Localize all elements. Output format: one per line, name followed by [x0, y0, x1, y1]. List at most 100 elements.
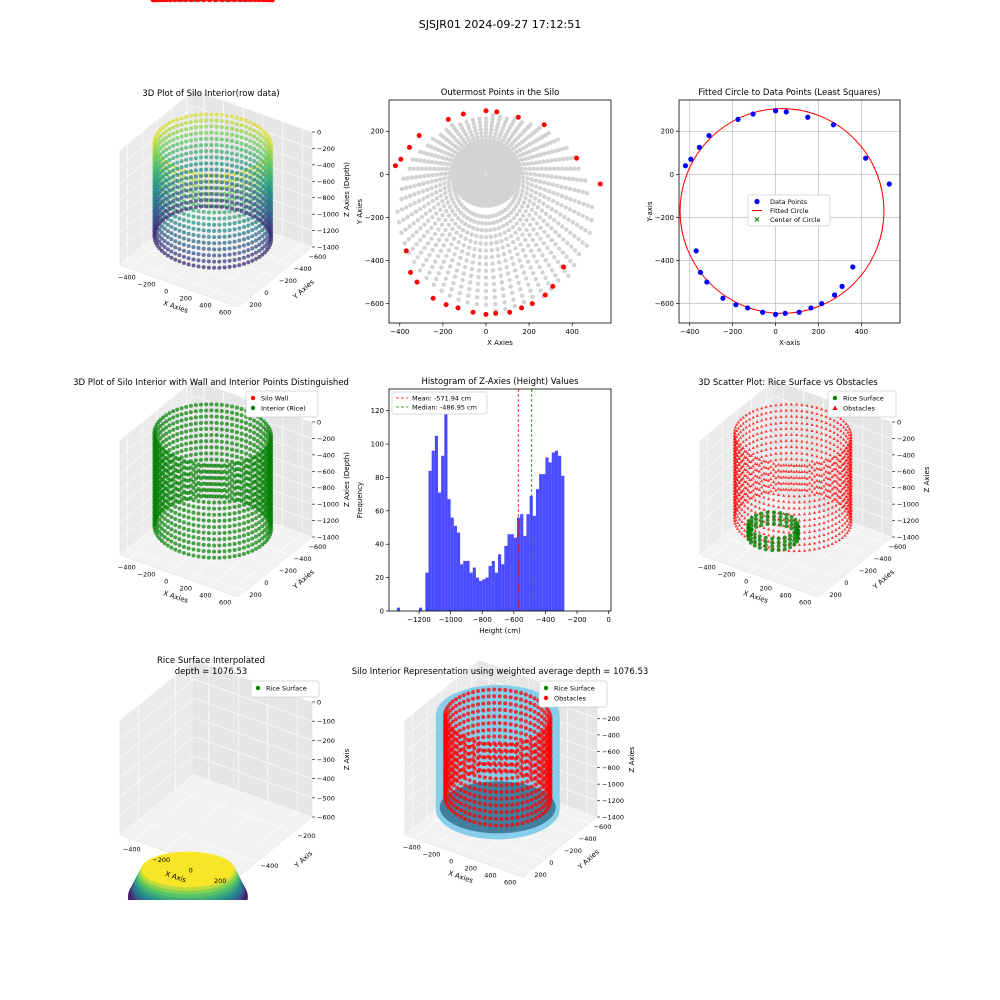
- interior-point: [248, 441, 253, 446]
- scan-point: [204, 161, 209, 166]
- grid-line: [193, 396, 313, 439]
- interior-point: [196, 536, 201, 541]
- interior-point: [219, 476, 224, 481]
- scan-point: [162, 220, 167, 225]
- wall3d-3d-chart: −400−2000200400600−600−400−20002000−200−…: [73, 0, 351, 607]
- scan-point: [260, 246, 265, 251]
- interior-point: [186, 515, 191, 520]
- interior-point: [261, 431, 266, 436]
- scan-point: [198, 180, 203, 185]
- interior-point: [161, 470, 166, 475]
- scan-point: [237, 250, 242, 255]
- interior-point: [179, 498, 184, 503]
- interior-point: [525, 161, 531, 166]
- z-tick-label: −1000: [317, 211, 339, 219]
- interior-point: [193, 433, 198, 438]
- interior-point: [426, 173, 431, 178]
- interior-point: [193, 495, 198, 500]
- interior-point: [217, 500, 222, 505]
- interior-point: [198, 421, 203, 426]
- scan-point: [264, 193, 269, 198]
- scan-point: [264, 137, 269, 142]
- scan-point: [209, 192, 214, 197]
- scan-point: [206, 259, 211, 264]
- scan-point: [214, 198, 219, 203]
- interior-point: [186, 509, 191, 514]
- interior-point: [171, 495, 176, 500]
- scan-point: [161, 131, 166, 136]
- interior-point: [466, 245, 472, 250]
- interior-point: [456, 224, 462, 230]
- interior-point: [553, 229, 558, 235]
- interior-point: [255, 475, 260, 480]
- chart-title: Outermost Points in the Silo: [441, 88, 560, 98]
- interior-point: [204, 408, 209, 413]
- interior-point: [525, 259, 531, 264]
- interior-point: [488, 234, 493, 239]
- scatter3d-3d-chart: −400−2000200400600−600−400−20002000−200−…: [698, 378, 931, 607]
- interior-point: [433, 138, 439, 143]
- z-tick-label: −600: [317, 468, 335, 476]
- interior-point: [261, 492, 266, 497]
- interior-point: [181, 508, 186, 513]
- scan-point: [261, 153, 266, 158]
- interior-point: [261, 437, 266, 442]
- interior-point: [196, 523, 201, 528]
- scan-point: [227, 228, 232, 233]
- scan-point: [212, 241, 217, 246]
- scan-point: [157, 246, 162, 251]
- interior-point: [520, 175, 526, 180]
- interior-point: [523, 195, 528, 201]
- scan-point: [209, 155, 214, 160]
- interior-point: [455, 216, 461, 221]
- interior-point: [553, 174, 559, 180]
- interior-point: [460, 277, 465, 283]
- interior-point: [234, 448, 239, 453]
- interior-point: [439, 149, 445, 154]
- interior-point: [452, 166, 457, 172]
- interior-point: [472, 247, 477, 252]
- scan-point: [219, 192, 224, 197]
- data-point: [750, 111, 756, 117]
- scan-point: [175, 160, 180, 165]
- interior-point: [589, 217, 594, 223]
- interior-point: [504, 236, 509, 242]
- scan-point: [252, 134, 257, 139]
- interior-point: [433, 178, 439, 183]
- interior-point: [517, 258, 522, 263]
- y-tick-label: 60: [375, 507, 384, 515]
- interior-point: [244, 494, 249, 499]
- interior-point: [264, 501, 269, 506]
- scan-point: [248, 163, 253, 168]
- interior-point: [248, 471, 253, 476]
- interior-point: [434, 160, 439, 165]
- interior-point: [246, 538, 251, 543]
- plot-frame: [388, 388, 612, 612]
- rice-point: [772, 510, 777, 515]
- interior-point: [546, 281, 551, 286]
- chart-title: Histogram of Z-Axies (Height) Values: [421, 377, 579, 387]
- scan-point: [239, 166, 244, 171]
- interior-point: [188, 489, 193, 494]
- rice-point: [784, 512, 789, 517]
- interior-point: [472, 139, 477, 145]
- interior-point: [530, 140, 536, 145]
- scan-point: [204, 112, 209, 117]
- interior-point: [258, 435, 263, 440]
- interior-point: [446, 175, 452, 180]
- interior-point: [171, 446, 176, 451]
- interior-point: [521, 299, 527, 305]
- scan-point: [219, 168, 224, 173]
- interior-point: [487, 137, 493, 143]
- scan-point: [188, 187, 193, 192]
- interior-point: [164, 437, 169, 442]
- interior-point: [184, 447, 189, 452]
- scan-point: [217, 216, 222, 221]
- histogram-bar: [491, 560, 495, 611]
- interior-point: [434, 172, 440, 177]
- scan-point: [232, 245, 237, 250]
- scan-point: [260, 252, 265, 257]
- interior-point: [525, 176, 530, 181]
- rice-point: [765, 510, 770, 515]
- scan-point: [179, 140, 184, 145]
